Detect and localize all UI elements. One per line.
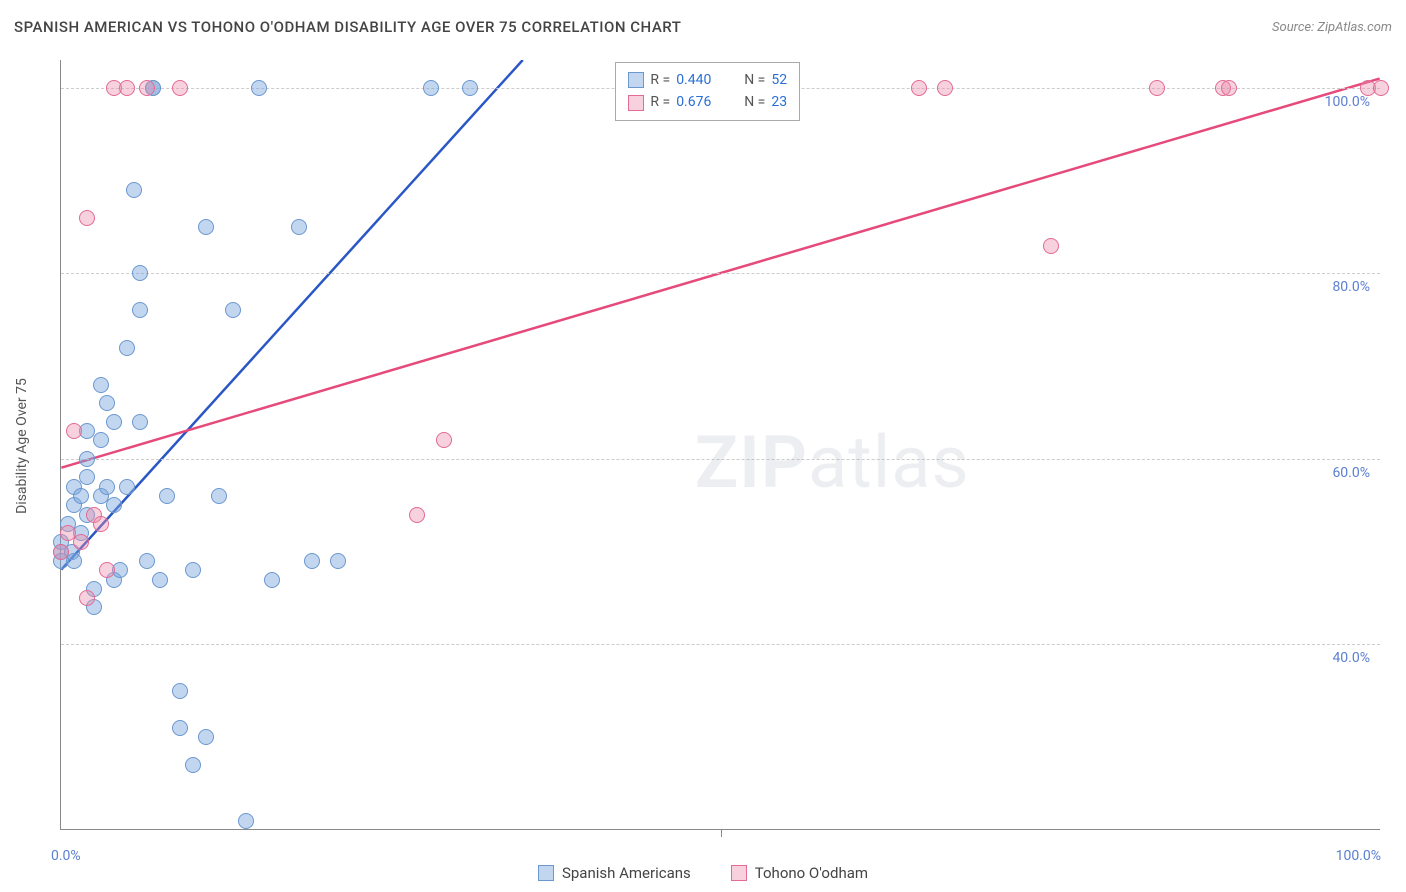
n-label: N = (744, 69, 765, 91)
data-point (139, 80, 155, 96)
data-point (1373, 80, 1389, 96)
x-tick (721, 829, 722, 837)
data-point (99, 479, 115, 495)
data-point (79, 469, 95, 485)
data-point (172, 80, 188, 96)
chart-header: SPANISH AMERICAN VS TOHONO O'ODHAM DISAB… (14, 18, 1392, 36)
r-value: 0.676 (676, 91, 726, 113)
gridline (61, 273, 1380, 274)
plot-area: 40.0%60.0%80.0%100.0%0.0%100.0%ZIPatlasR… (60, 60, 1380, 830)
data-point (106, 497, 122, 513)
data-point (436, 432, 452, 448)
data-point (423, 80, 439, 96)
data-point (93, 516, 109, 532)
data-point (119, 340, 135, 356)
data-point (409, 507, 425, 523)
legend-item-tohono: Tohono O'odham (731, 864, 868, 882)
data-point (73, 534, 89, 550)
legend-label-tohono: Tohono O'odham (755, 864, 868, 882)
data-point (330, 553, 346, 569)
data-point (172, 683, 188, 699)
y-tick-label: 100.0% (1325, 94, 1370, 110)
n-value: 23 (771, 91, 787, 113)
data-point (126, 182, 142, 198)
legend-stats-row: R = 0.440 N = 52 (628, 69, 787, 91)
legend-stats-row: R = 0.676 N = 23 (628, 91, 787, 113)
data-point (66, 553, 82, 569)
legend-stats: R = 0.440 N = 52 R = 0.676 N = 23 (615, 62, 800, 121)
data-point (462, 80, 478, 96)
r-label: R = (650, 69, 670, 91)
x-tick-label: 0.0% (51, 848, 81, 864)
x-tick-label: 100.0% (1336, 848, 1381, 864)
data-point (79, 210, 95, 226)
data-point (304, 553, 320, 569)
data-point (291, 219, 307, 235)
data-point (211, 488, 227, 504)
watermark: ZIPatlas (695, 420, 970, 505)
y-axis-label: Disability Age Over 75 (14, 378, 30, 514)
data-point (159, 488, 175, 504)
r-value: 0.440 (676, 69, 726, 91)
data-point (99, 395, 115, 411)
data-point (264, 572, 280, 588)
chart-source: Source: ZipAtlas.com (1272, 20, 1392, 35)
data-point (185, 757, 201, 773)
legend-swatch (628, 95, 644, 111)
n-label: N = (744, 91, 765, 113)
y-tick-label: 40.0% (1332, 650, 1370, 666)
y-tick-label: 80.0% (1332, 279, 1370, 295)
trend-lines (61, 60, 1380, 829)
legend-label-spanish: Spanish Americans (562, 864, 691, 882)
data-point (139, 553, 155, 569)
data-point (185, 562, 201, 578)
data-point (152, 572, 168, 588)
n-value: 52 (771, 69, 787, 91)
data-point (1043, 238, 1059, 254)
data-point (73, 488, 89, 504)
gridline (61, 459, 1380, 460)
data-point (238, 813, 254, 829)
legend-item-spanish: Spanish Americans (538, 864, 691, 882)
data-point (937, 80, 953, 96)
legend-swatch (628, 72, 644, 88)
data-point (79, 451, 95, 467)
data-point (99, 562, 115, 578)
r-label: R = (650, 91, 670, 113)
data-point (172, 720, 188, 736)
data-point (119, 80, 135, 96)
data-point (1221, 80, 1237, 96)
data-point (79, 590, 95, 606)
gridline (61, 644, 1380, 645)
data-point (132, 414, 148, 430)
data-point (119, 479, 135, 495)
data-point (93, 432, 109, 448)
data-point (93, 377, 109, 393)
data-point (198, 729, 214, 745)
data-point (53, 544, 69, 560)
data-point (225, 302, 241, 318)
data-point (66, 423, 82, 439)
legend-bottom: Spanish Americans Tohono O'odham (0, 864, 1406, 882)
data-point (132, 302, 148, 318)
data-point (198, 219, 214, 235)
data-point (132, 265, 148, 281)
chart-title: SPANISH AMERICAN VS TOHONO O'ODHAM DISAB… (14, 18, 681, 36)
y-tick-label: 60.0% (1332, 465, 1370, 481)
data-point (106, 414, 122, 430)
legend-swatch-tohono (731, 865, 747, 881)
data-point (911, 80, 927, 96)
legend-swatch-spanish (538, 865, 554, 881)
data-point (1149, 80, 1165, 96)
data-point (251, 80, 267, 96)
